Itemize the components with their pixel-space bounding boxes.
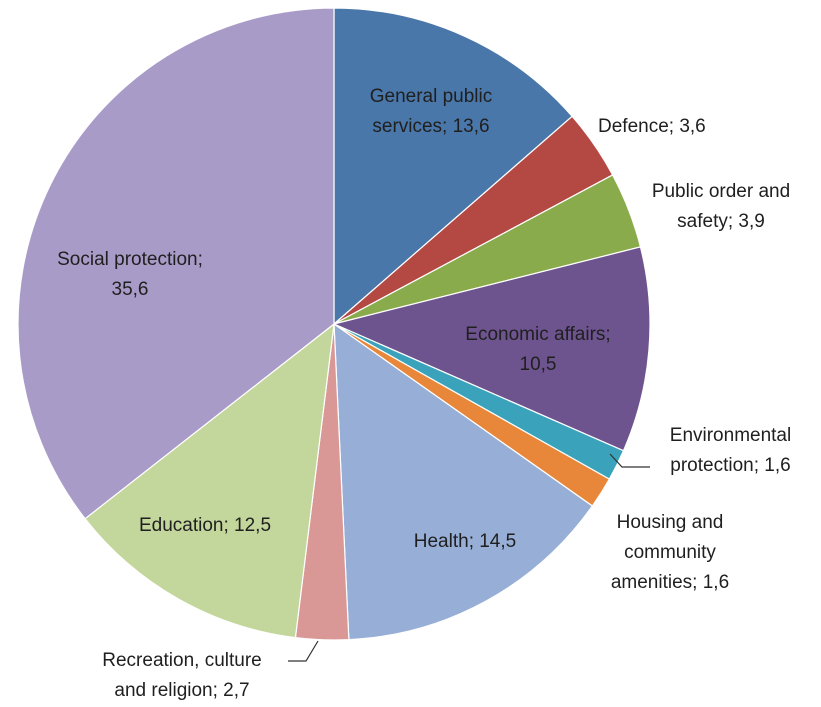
pie-slice-education bbox=[84, 322, 335, 639]
label-defence: Defence; 3,6 bbox=[598, 116, 706, 137]
leader-line-environmental-protection bbox=[609, 453, 650, 468]
label-health: Health; 14,5 bbox=[413, 531, 517, 552]
label-housing-and-community-amenities: Housing and community amenities; 1,6 bbox=[610, 512, 730, 593]
label-general-public-services: General public services; 13,6 bbox=[369, 86, 493, 137]
leader-line-recreation-culture-and-religion bbox=[288, 640, 319, 662]
pie-slice-social-protection bbox=[17, 7, 335, 520]
pie-slice-general-public-services bbox=[333, 7, 574, 326]
label-economic-affairs: Economic affairs; 10,5 bbox=[465, 324, 611, 375]
pie-slice-health bbox=[333, 322, 594, 641]
label-recreation-culture-and-religion: Recreation, culture and religion; 2,7 bbox=[102, 650, 262, 701]
label-social-protection: Social protection; 35,6 bbox=[57, 249, 203, 300]
pie-slice-economic-affairs bbox=[332, 246, 651, 452]
label-public-order-and-safety: Public order and safety; 3,9 bbox=[651, 181, 791, 232]
label-education: Education; 12,5 bbox=[138, 515, 272, 536]
label-environmental-protection: Environmental protection; 1,6 bbox=[669, 425, 792, 476]
